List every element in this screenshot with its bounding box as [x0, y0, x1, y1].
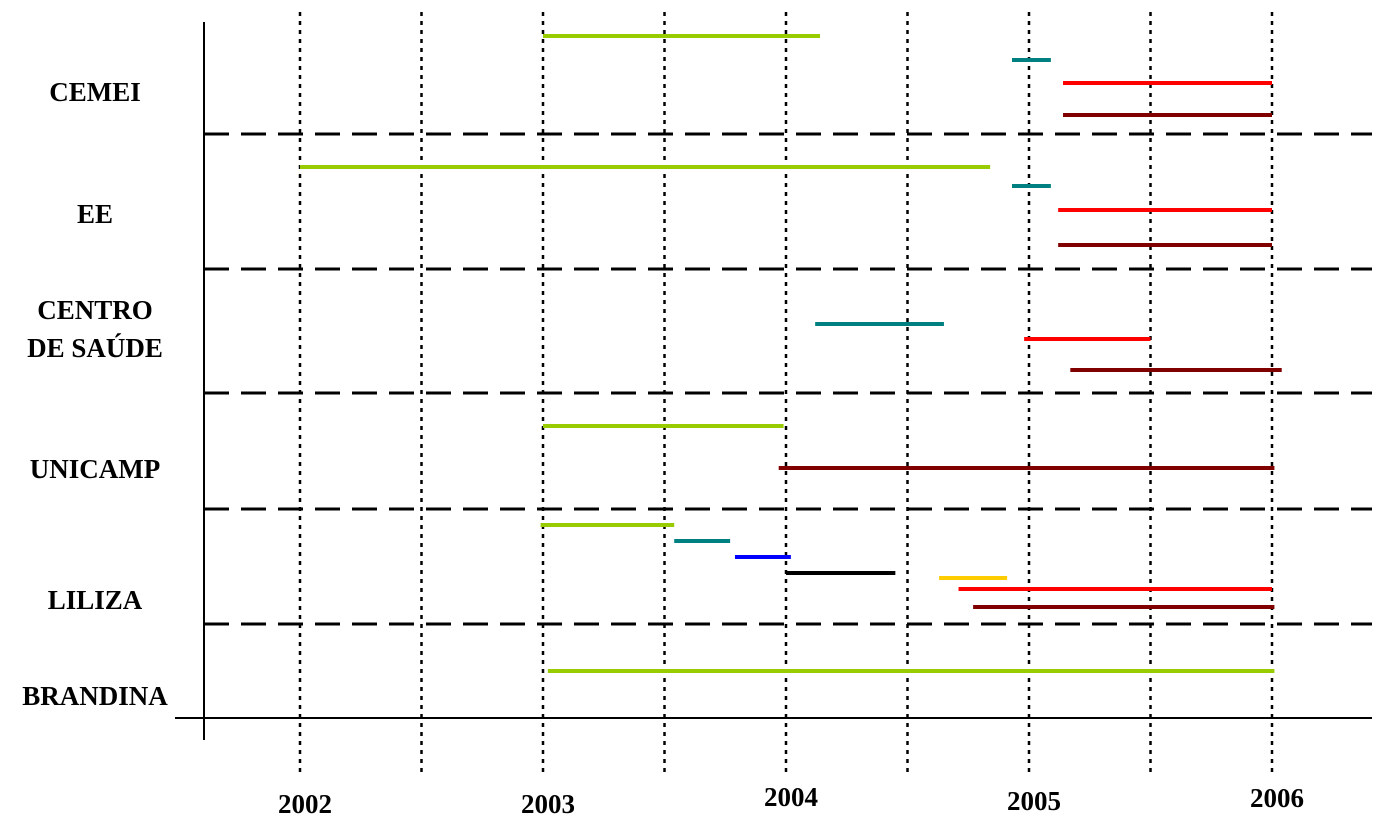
category-label: EE	[77, 199, 113, 229]
axes	[175, 22, 1372, 740]
gridlines	[204, 12, 1372, 772]
category-label: LILIZA	[48, 585, 143, 615]
x-tick-label: 2004	[764, 782, 818, 812]
category-label: DE SAÚDE	[27, 333, 163, 363]
bars	[300, 34, 1282, 673]
category-label: CEMEI	[49, 77, 141, 107]
x-tick-label: 2002	[278, 789, 332, 819]
labels: CEMEI EE CENTRO DE SAÚDE UNICAMP LILIZA BRANDI…	[22, 77, 1304, 819]
category-label: BRANDINA	[22, 681, 168, 711]
category-label: UNICAMP	[30, 454, 160, 484]
category-label: CENTRO	[37, 295, 153, 325]
x-tick-label: 2003	[521, 789, 575, 819]
x-tick-label: 2005	[1007, 786, 1061, 816]
x-tick-label: 2006	[1250, 783, 1304, 813]
